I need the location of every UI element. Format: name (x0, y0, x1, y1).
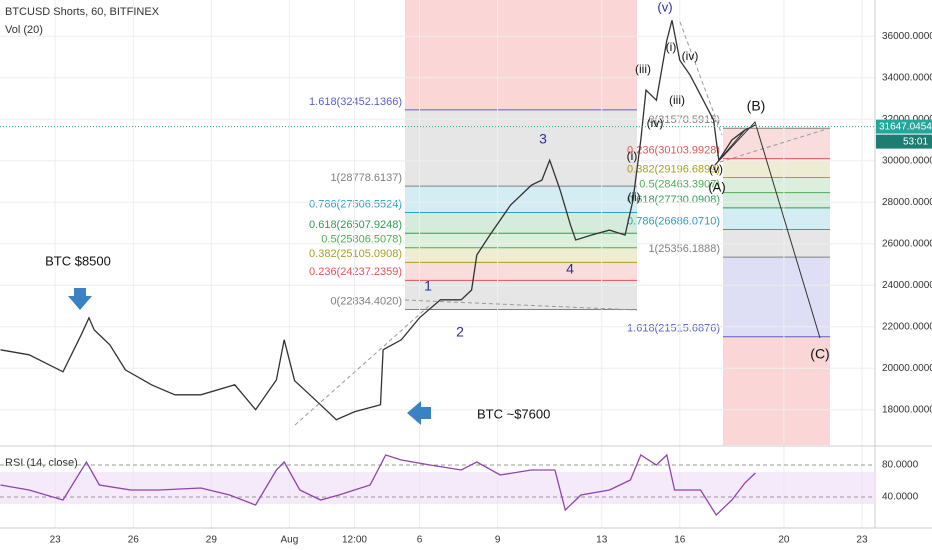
fib-zone (723, 158, 830, 178)
fib-label: 1(25356.1888) (648, 243, 720, 255)
x-tick-label: 29 (206, 535, 218, 546)
fib-zone (405, 186, 637, 213)
annotation: 2 (456, 324, 464, 340)
annotation: (iii) (635, 62, 651, 76)
y-tick-label: 40.0000 (882, 492, 919, 503)
annotation: (iv) (682, 49, 699, 63)
x-tick-label: 6 (417, 535, 423, 546)
x-tick-label: 9 (495, 535, 501, 546)
annotation: BTC $8500 (45, 253, 111, 268)
fib-label: 0(31570.5915) (648, 114, 720, 126)
fib-zone (405, 262, 637, 281)
x-tick-label: 20 (778, 535, 790, 546)
y-tick-label: 28000.0000 (882, 197, 932, 208)
fib-label: 0.382(29196.6899) (627, 163, 720, 175)
fib-label: 0.236(30103.9928) (627, 145, 720, 157)
y-tick-label: 30000.0000 (882, 155, 932, 166)
fib-label: 0.618(27730.0908) (627, 194, 720, 206)
fib-zone (723, 177, 830, 193)
fib-zone (405, 247, 637, 263)
annotation: (iii) (669, 93, 685, 107)
projection-line (714, 121, 821, 339)
annotation: (A) (708, 179, 725, 194)
annotation: (ii) (627, 190, 640, 204)
x-tick-label: 26 (128, 535, 140, 546)
fib-label: 0.618(26507.9248) (309, 219, 402, 231)
fib-label: 1(28778.6137) (330, 172, 402, 184)
annotation: BTC ~$7600 (477, 406, 550, 421)
series-line (0, 453, 756, 517)
fib-label: 1.618(21515.6876) (627, 323, 720, 335)
annotation: (iv) (647, 116, 664, 130)
fib-zone (723, 257, 830, 337)
fib-zone (405, 212, 637, 234)
annotation: 4 (566, 261, 574, 277)
x-tick-label: 16 (674, 535, 686, 546)
y-tick-label: 80.0000 (882, 460, 919, 471)
down-arrow (68, 288, 92, 310)
y-tick-label: 32000.0000 (882, 114, 932, 125)
fib-label: 0(22834.4020) (330, 295, 402, 307)
y-tick-label: 18000.0000 (882, 404, 932, 415)
fib-zone (405, 109, 637, 187)
rsi-band (0, 472, 875, 504)
y-tick-label: 36000.0000 (882, 31, 932, 42)
trend-line (404, 299, 638, 311)
fib-label: 0.236(24237.2359) (309, 266, 402, 278)
fib-label: 0.382(25105.0908) (309, 248, 402, 260)
fib-label: 0.786(27506.5524) (309, 198, 402, 210)
series-line (0, 20, 756, 421)
x-tick-label: 23 (856, 535, 868, 546)
annotation: (i) (627, 149, 638, 163)
fib-label: 1.618(32452.1366) (309, 96, 402, 108)
trend-line (719, 127, 831, 163)
countdown-label: 53:01 (903, 136, 928, 147)
y-tick-label: 24000.0000 (882, 280, 932, 291)
chart-title: BTCUSD Shorts, 60, BITFINEX (5, 6, 160, 18)
y-tick-label: 20000.0000 (882, 363, 932, 374)
chart-subtitle: Vol (20) (5, 24, 43, 36)
annotation: (v) (709, 162, 723, 176)
fib-zone (405, 0, 637, 110)
countdown-tag (876, 134, 932, 149)
annotation: (B) (747, 98, 766, 114)
fib-label: 0.786(26686.0710) (627, 215, 720, 227)
y-tick-label: 22000.0000 (882, 321, 932, 332)
annotation: 3 (539, 131, 547, 147)
x-tick-label: Aug (281, 535, 299, 546)
trend-line (679, 21, 723, 136)
rsi-title: RSI (14, close) (5, 457, 78, 469)
y-tick-label: 26000.0000 (882, 238, 932, 249)
fib-label: 0.5(25806.5078) (321, 234, 402, 246)
x-tick-label: 12:00 (342, 535, 367, 546)
price-tag-label: 31647.0454 (879, 121, 932, 132)
trend-line (294, 304, 431, 426)
x-tick-label: 23 (50, 535, 62, 546)
y-tick-label: 34000.0000 (882, 72, 932, 83)
left-arrow (407, 401, 431, 425)
annotation: (v) (657, 0, 672, 14)
annotation: (i) (666, 40, 677, 54)
fib-zone (723, 336, 830, 445)
fib-zone (723, 192, 830, 208)
annotation: (C) (810, 346, 829, 362)
price-tag (876, 119, 932, 134)
x-tick-label: 13 (596, 535, 608, 546)
fib-zone (723, 207, 830, 230)
annotation: 1 (424, 278, 432, 294)
